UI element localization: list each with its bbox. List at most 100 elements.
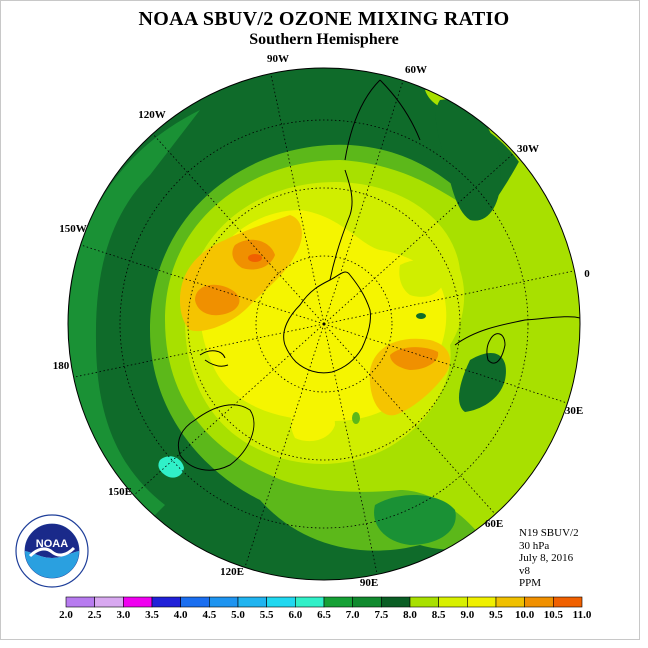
longitude-label: 120E xyxy=(220,566,244,578)
colorbar-tick-label: 4.5 xyxy=(202,609,216,621)
logo-text: NOAA xyxy=(36,538,68,550)
logo-lower-blue xyxy=(25,551,79,578)
madagascar-coast xyxy=(486,333,506,364)
band-green-west xyxy=(68,110,200,520)
figure-frame xyxy=(0,0,640,640)
colorbar-tick-label: 9.0 xyxy=(460,609,474,621)
band-cyan-patch xyxy=(158,456,184,478)
colorbar-swatch xyxy=(495,596,525,608)
south-america-coast xyxy=(344,79,421,161)
colorbar-tick-label: 5.5 xyxy=(260,609,274,621)
noaa-logo: NOAA xyxy=(15,514,89,588)
colorbar-tick-label: 5.0 xyxy=(231,609,245,621)
band-9-5-10-0-east xyxy=(390,347,439,370)
australia-coast xyxy=(177,404,255,471)
colorbar-tick-label: 7.5 xyxy=(374,609,388,621)
meridian-line xyxy=(152,133,325,325)
ozone-field xyxy=(68,68,580,580)
logo-wave xyxy=(28,546,76,558)
colorbar-swatch xyxy=(266,596,296,608)
colorbar: 2.0 2.5 3.0 3.5 4.0 4.5 5.0 5.5 6.0 6.5 7.0 7.5 8.0 8… xyxy=(59,596,592,621)
colorbar-swatch xyxy=(209,596,239,608)
pressure-level-label: 30 hPa xyxy=(519,539,550,552)
colorbar-swatch xyxy=(94,596,124,608)
colorbar-tick-label: 6.5 xyxy=(317,609,331,621)
colorbar-tick-label: 8.5 xyxy=(432,609,446,621)
version-label: v8 xyxy=(519,564,530,577)
colorbar-swatch xyxy=(65,596,95,608)
longitude-label: 150E xyxy=(108,486,132,498)
colorbar-swatch xyxy=(352,596,382,608)
south-pole-marker xyxy=(322,322,326,326)
colorbar-tick-label: 2.5 xyxy=(88,609,102,621)
date-label: July 8, 2016 xyxy=(519,552,574,564)
colorbar-swatch xyxy=(323,596,353,608)
meridian-line xyxy=(323,323,496,515)
colorbar-tick-label: 3.0 xyxy=(116,609,130,621)
longitude-label: 30W xyxy=(517,143,539,155)
meridian-line xyxy=(244,323,325,568)
map-subtitle: Southern Hemisphere xyxy=(249,31,399,48)
longitude-label: 90E xyxy=(360,577,378,589)
band-east-light xyxy=(399,260,445,297)
colorbar-swatch xyxy=(467,596,497,608)
meridians xyxy=(73,73,575,575)
coastlines xyxy=(177,79,580,471)
band-9-5-10-0-west xyxy=(195,284,240,316)
colorbar-tick-label: 2.0 xyxy=(59,609,73,621)
longitude-label: 60W xyxy=(405,64,427,76)
latitude-circle-middle xyxy=(187,187,461,461)
colorbar-swatch xyxy=(237,596,267,608)
graticule xyxy=(73,73,575,575)
colorbar-swatch xyxy=(381,596,411,608)
antarctic-peninsula xyxy=(329,169,353,281)
colorbar-swatch xyxy=(295,596,325,608)
colorbar-tick-label: 4.0 xyxy=(174,609,188,621)
band-south-yellow xyxy=(290,398,335,442)
satellite-label: N19 SBUV/2 xyxy=(519,527,579,539)
info-block: N19 SBUV/2 30 hPa July 8, 2016 v8 PPM xyxy=(519,527,579,590)
colorbar-swatch xyxy=(151,596,181,608)
colorbar-tick-label: 6.0 xyxy=(288,609,302,621)
meridian-line xyxy=(80,244,325,325)
colorbar-swatch xyxy=(123,596,153,608)
map-title: NOAA SBUV/2 OZONE MIXING RATIO xyxy=(138,8,510,30)
longitude-label: 90W xyxy=(267,53,289,65)
latitude-circle-outer xyxy=(119,119,529,529)
colorbar-tick-label: 10.0 xyxy=(515,609,535,621)
meridian-line xyxy=(133,323,325,496)
meridian-line xyxy=(73,323,325,378)
meridian-line xyxy=(323,270,575,325)
meridian-line xyxy=(323,323,378,575)
longitude-label: 120W xyxy=(138,109,166,121)
units-label: PPM xyxy=(519,577,542,589)
colorbar-swatch xyxy=(553,596,583,608)
band-south-green xyxy=(374,494,456,545)
colorbar-swatch xyxy=(524,596,554,608)
map-boundary xyxy=(67,67,581,581)
colorbar-tick-label: 10.5 xyxy=(544,609,564,621)
meridian-line xyxy=(323,80,404,325)
colorbar-tick-label: 9.5 xyxy=(489,609,503,621)
colorbar-tick-label: 3.5 xyxy=(145,609,159,621)
meridian-line xyxy=(270,73,325,325)
colorbar-tick-label: 8.0 xyxy=(403,609,417,621)
longitude-label: 0 xyxy=(584,268,590,280)
antarctica-coast xyxy=(283,271,371,374)
longitude-label: 30E xyxy=(565,405,583,417)
meridian-line xyxy=(323,152,515,325)
africa-coast xyxy=(454,316,580,346)
longitude-label: 60E xyxy=(485,518,503,530)
band-10-0-10-5-spot xyxy=(248,254,262,262)
colorbar-swatch xyxy=(409,596,439,608)
band-east-dark xyxy=(458,352,506,412)
meridian-line xyxy=(323,323,568,404)
colorbar-swatch xyxy=(180,596,210,608)
longitude-label: 180 xyxy=(53,360,70,372)
latitude-circle-inner xyxy=(255,255,393,393)
band-small-dark xyxy=(416,313,426,319)
colorbar-tick-label: 7.0 xyxy=(346,609,360,621)
colorbar-tick-label: 11.0 xyxy=(573,609,592,621)
colorbar-swatch xyxy=(438,596,468,608)
